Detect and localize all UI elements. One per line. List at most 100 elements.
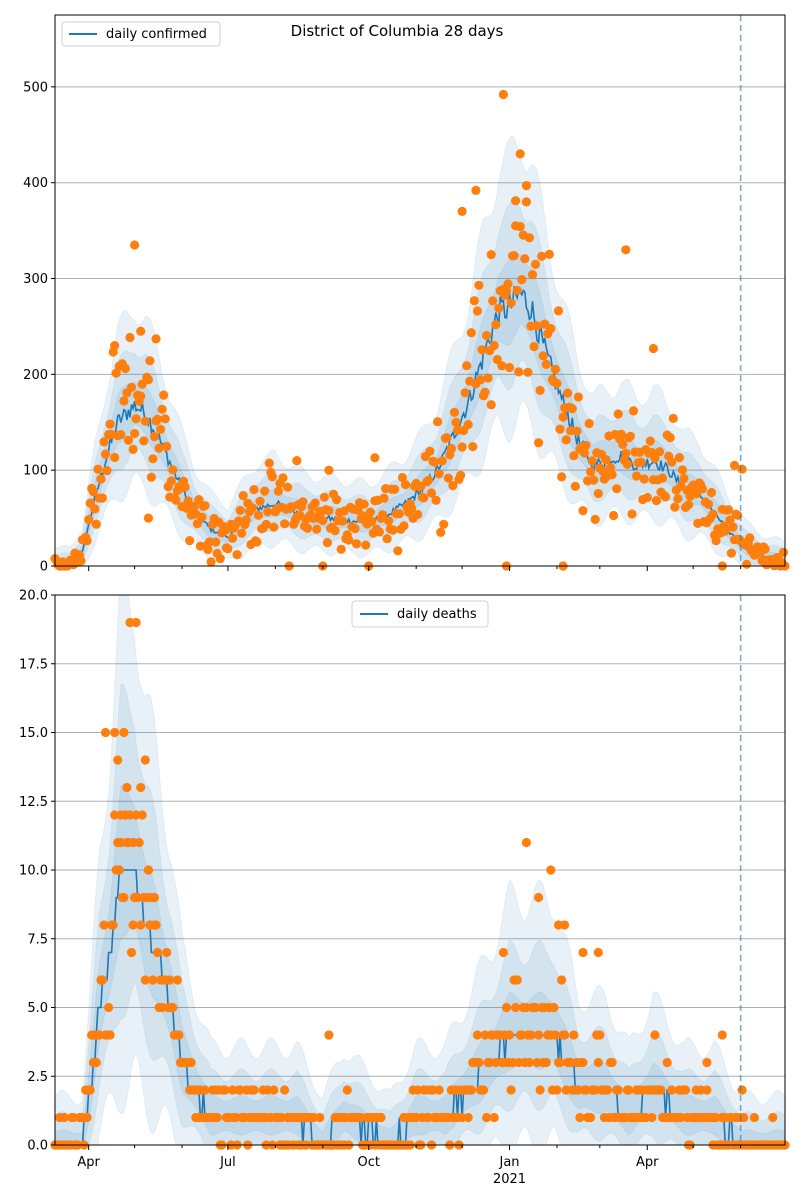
data-point bbox=[269, 1085, 279, 1095]
data-point bbox=[223, 544, 233, 554]
x-tick-label: Apr bbox=[77, 1155, 100, 1170]
data-point bbox=[361, 540, 371, 550]
data-point bbox=[650, 453, 660, 463]
data-point bbox=[241, 515, 251, 525]
data-point bbox=[200, 1085, 210, 1095]
data-point bbox=[622, 459, 633, 469]
data-point bbox=[324, 1030, 334, 1040]
data-point bbox=[128, 837, 138, 848]
data-point bbox=[575, 1112, 585, 1123]
data-point bbox=[466, 1085, 476, 1095]
x-tick-label: Jul bbox=[219, 1155, 236, 1170]
data-point bbox=[680, 1085, 691, 1095]
data-point bbox=[324, 506, 334, 516]
data-point bbox=[457, 206, 467, 216]
data-point bbox=[292, 456, 302, 466]
data-point bbox=[344, 535, 354, 545]
data-point bbox=[84, 515, 94, 525]
data-point bbox=[474, 280, 484, 290]
data-point bbox=[590, 514, 600, 525]
data-point bbox=[661, 492, 671, 502]
chart-deaths: 0.0 2.5 5.0 7.5 10.0 12.5 15.0 17.5 20.0 Apr Jul O… bbox=[19, 589, 790, 1187]
data-point bbox=[483, 373, 493, 383]
data-point bbox=[154, 443, 164, 453]
data-point bbox=[749, 1112, 760, 1123]
data-point bbox=[429, 457, 440, 467]
data-point bbox=[197, 512, 207, 522]
data-point bbox=[330, 526, 340, 536]
y-tick-label: 12.5 bbox=[19, 795, 48, 810]
data-point bbox=[498, 947, 508, 958]
data-point bbox=[703, 499, 714, 509]
data-point bbox=[399, 521, 409, 531]
data-point bbox=[737, 1085, 747, 1095]
legend-confirmed: daily confirmed bbox=[61, 21, 221, 47]
data-point bbox=[152, 414, 163, 424]
data-point bbox=[593, 1057, 603, 1068]
data-point bbox=[535, 1085, 545, 1095]
data-point bbox=[136, 326, 146, 336]
data-point bbox=[613, 1085, 623, 1095]
data-point bbox=[563, 388, 573, 398]
data-point bbox=[532, 321, 542, 331]
data-point bbox=[609, 510, 619, 521]
data-point bbox=[537, 251, 547, 261]
data-point bbox=[151, 334, 161, 344]
data-point bbox=[654, 447, 665, 457]
chart-title: District of Columbia 28 days bbox=[291, 22, 504, 40]
data-point bbox=[439, 519, 449, 529]
data-point bbox=[168, 465, 178, 475]
data-point bbox=[238, 491, 248, 501]
data-point bbox=[315, 1112, 325, 1123]
data-point bbox=[376, 1112, 386, 1123]
data-point bbox=[140, 416, 150, 426]
data-point bbox=[186, 1057, 196, 1068]
data-point bbox=[677, 465, 688, 475]
data-point bbox=[166, 476, 176, 486]
data-point bbox=[140, 755, 150, 765]
data-point bbox=[146, 472, 156, 482]
data-point bbox=[280, 519, 290, 529]
data-point bbox=[627, 509, 637, 519]
data-point bbox=[650, 1030, 660, 1040]
data-point bbox=[168, 1002, 178, 1013]
data-point bbox=[515, 149, 525, 159]
data-point bbox=[557, 975, 567, 985]
data-point bbox=[319, 492, 329, 502]
data-point bbox=[433, 417, 443, 427]
data-point bbox=[456, 470, 466, 480]
data-point bbox=[448, 481, 458, 491]
data-point bbox=[183, 496, 193, 506]
data-point bbox=[140, 975, 150, 985]
data-point bbox=[579, 448, 590, 458]
data-point bbox=[475, 375, 486, 385]
data-point bbox=[460, 388, 470, 398]
data-point bbox=[477, 345, 487, 355]
data-point bbox=[497, 361, 507, 371]
data-point bbox=[546, 324, 556, 334]
data-point bbox=[616, 429, 626, 439]
data-point bbox=[520, 254, 530, 264]
data-point bbox=[91, 1057, 101, 1068]
data-point bbox=[570, 481, 580, 491]
data-point bbox=[586, 467, 596, 477]
data-point bbox=[145, 356, 155, 366]
data-point bbox=[359, 499, 369, 509]
data-point bbox=[102, 466, 112, 476]
data-point bbox=[778, 547, 789, 558]
data-point bbox=[651, 496, 662, 506]
data-point bbox=[377, 510, 388, 520]
data-point bbox=[492, 354, 502, 365]
data-point bbox=[621, 245, 631, 255]
data-point bbox=[211, 537, 221, 547]
data-point bbox=[555, 424, 565, 434]
data-point bbox=[639, 474, 649, 484]
data-point bbox=[486, 400, 496, 410]
y-tick-label: 500 bbox=[23, 80, 48, 95]
data-point bbox=[131, 617, 141, 628]
data-point bbox=[521, 837, 532, 848]
y-tick-label: 20.0 bbox=[19, 589, 48, 604]
data-point bbox=[581, 440, 591, 450]
data-point bbox=[172, 975, 182, 985]
data-point bbox=[407, 503, 417, 513]
